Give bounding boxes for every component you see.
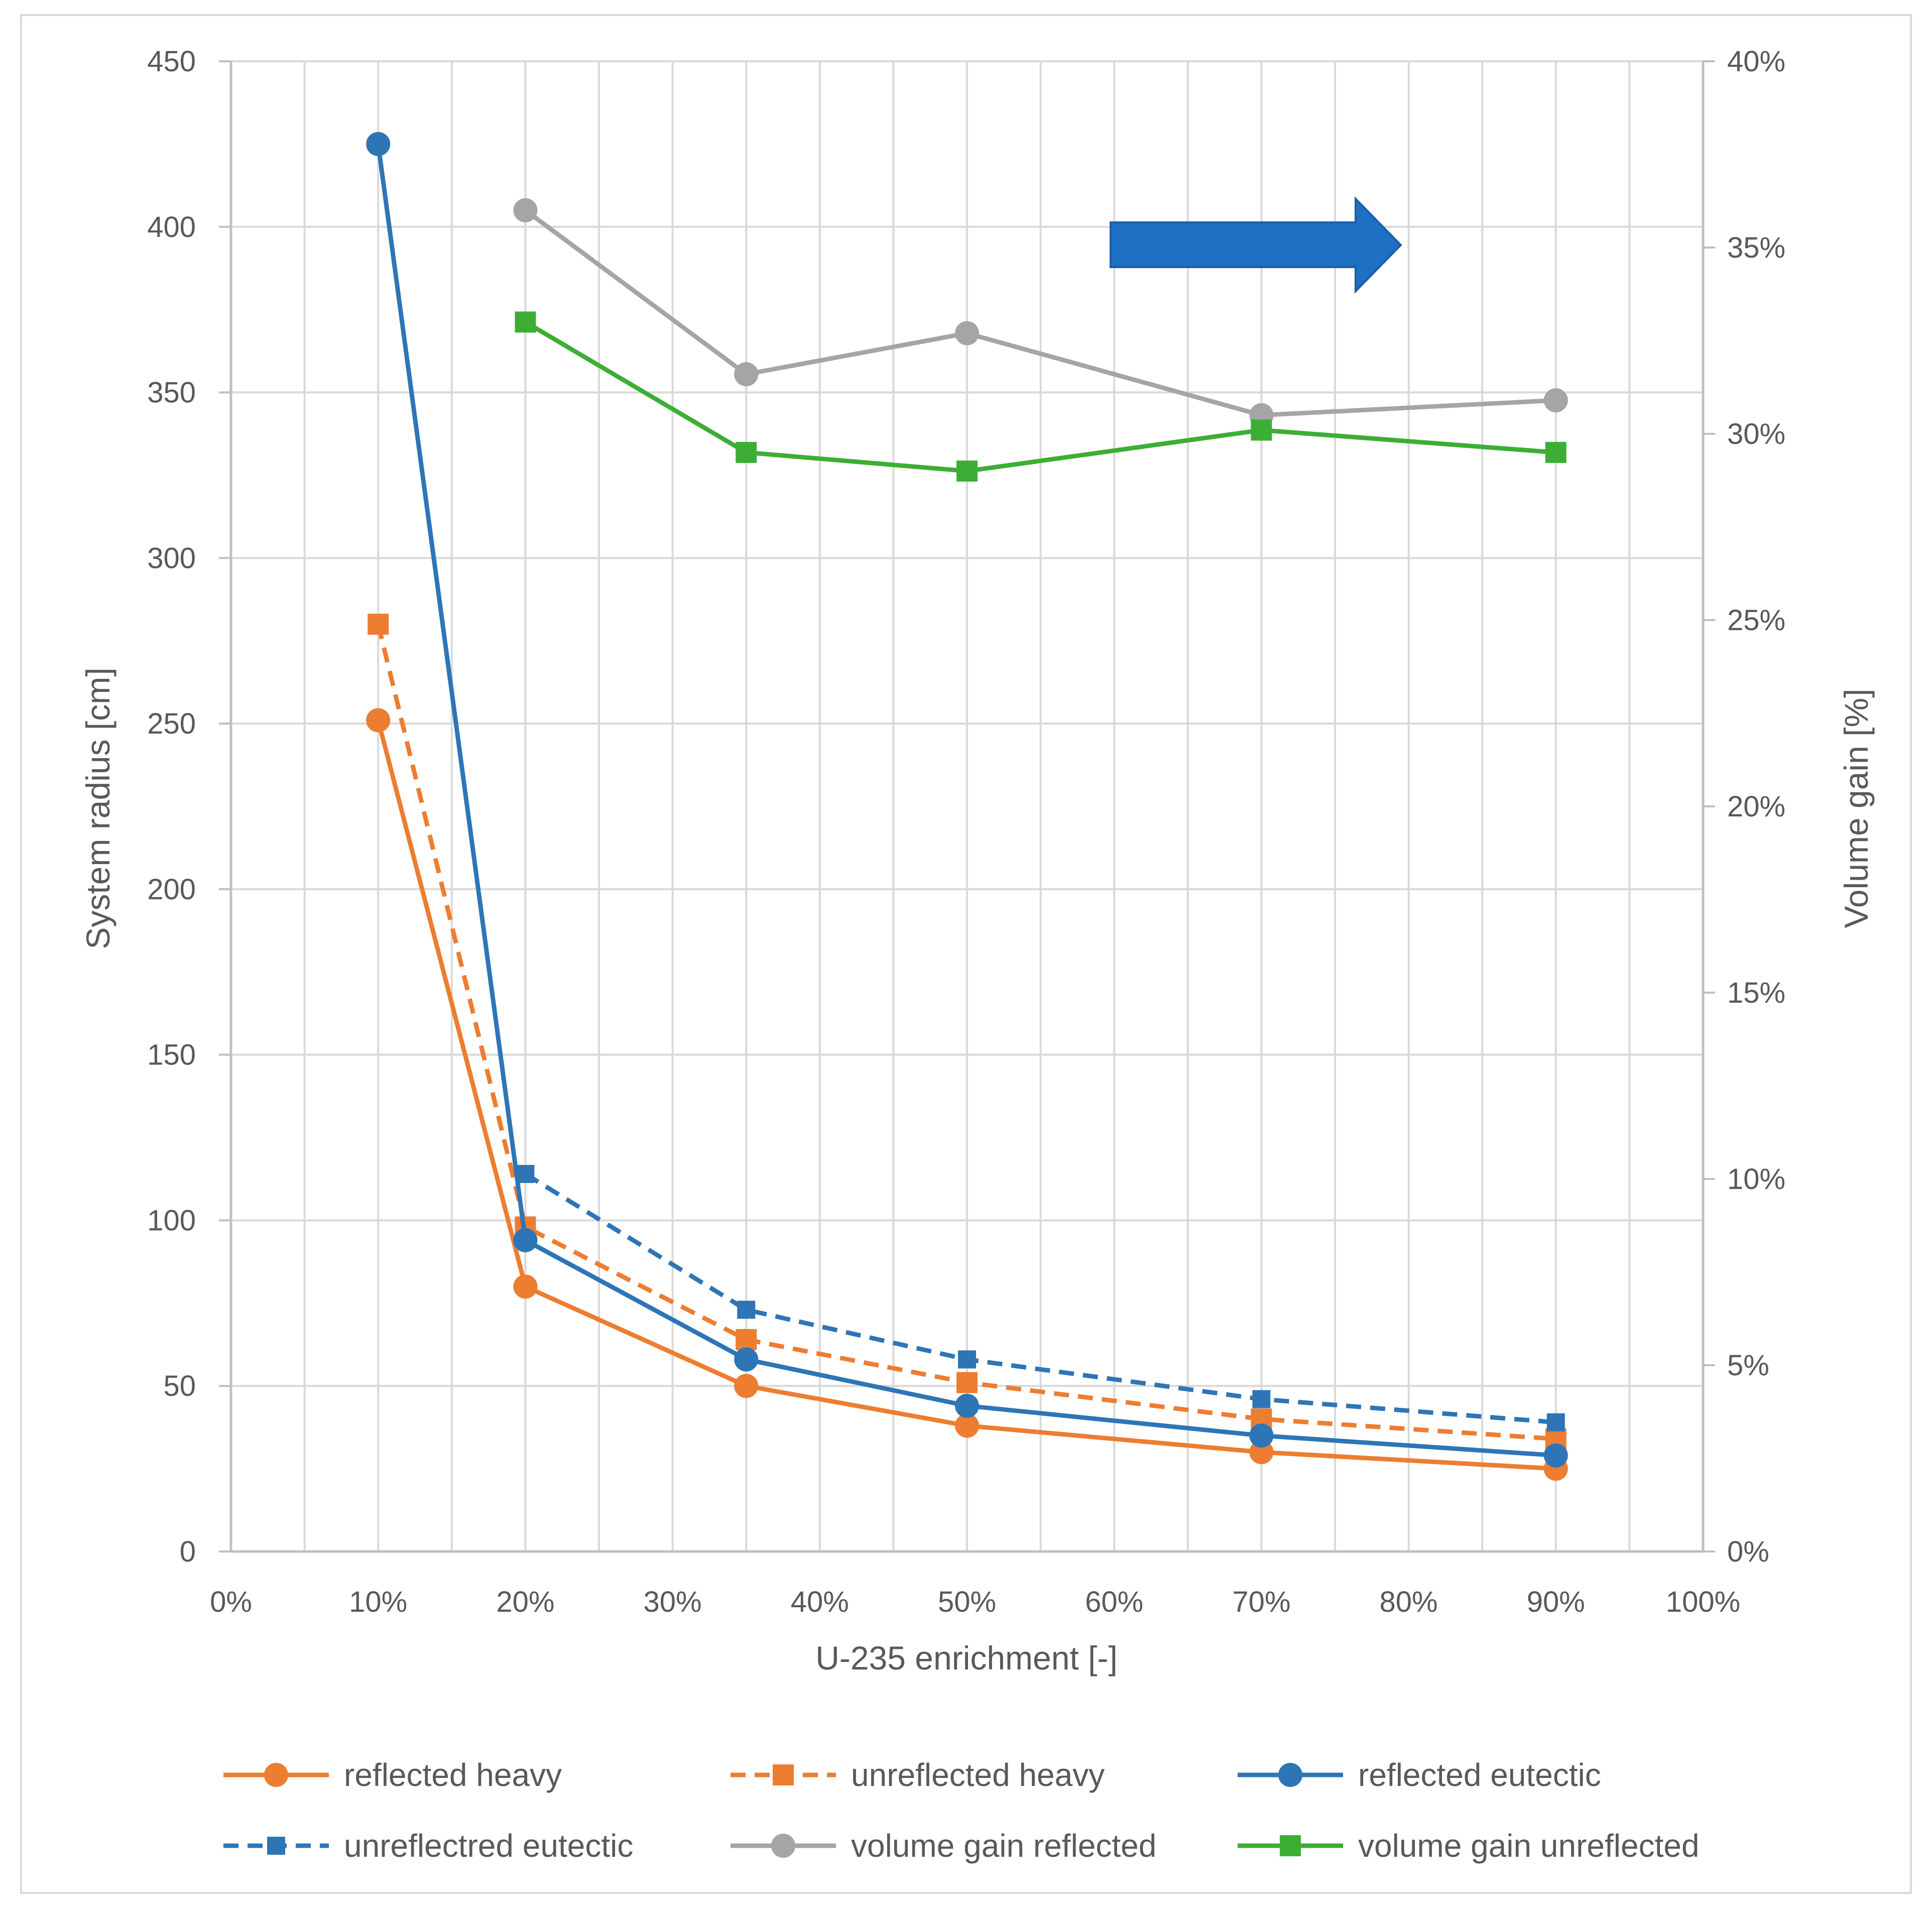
data-point: [734, 1347, 759, 1372]
series-line: [376, 144, 1556, 1458]
data-point: [955, 1393, 979, 1418]
grid-layer: [230, 60, 1704, 1553]
x-axis-title: U-235 enrichment [-]: [815, 1639, 1118, 1677]
data-point: [737, 1300, 756, 1319]
y-tick-label: 350: [147, 377, 196, 409]
data-point: [955, 321, 979, 345]
data-point: [366, 708, 391, 733]
legend-swatch-marker: [773, 1764, 794, 1785]
right-arrow-annotation: [1110, 196, 1402, 294]
series-layer: [366, 132, 1568, 1481]
legend-item: volume gain reflected: [731, 1828, 1156, 1864]
legend-swatch-marker: [1280, 1835, 1301, 1856]
data-point: [516, 1165, 535, 1183]
x-tick-label: 60%: [1085, 1586, 1143, 1618]
annotation-arrow: [1110, 196, 1402, 294]
x-tick-label: 20%: [496, 1586, 554, 1618]
y-tick-label: 100: [147, 1204, 196, 1237]
x-tick-label: 30%: [644, 1586, 702, 1618]
series-unreflected-heavy: [368, 614, 1566, 1450]
data-point: [734, 1374, 759, 1398]
series-volume-gain-reflected: [513, 198, 1568, 427]
data-point: [513, 198, 538, 222]
y-tick-label: 250: [147, 707, 196, 740]
legend-label: volume gain unreflected: [1358, 1828, 1700, 1864]
legend-item: reflected eutectic: [1238, 1757, 1601, 1793]
data-point: [736, 1329, 757, 1350]
series-unreflectred-eutectic: [516, 1165, 1565, 1431]
y-tick-label: 200: [147, 873, 196, 906]
x-tick-label: 0%: [210, 1586, 252, 1618]
y-tick-label: 300: [147, 542, 196, 574]
y2-tick-label: 20%: [1727, 790, 1785, 823]
legend-swatch-marker: [267, 1837, 285, 1855]
data-point: [368, 614, 389, 635]
y2-tick-label: 25%: [1727, 604, 1785, 637]
legend-item: volume gain unreflected: [1238, 1828, 1700, 1864]
legend: reflected heavy unreflected heavy reflecte…: [223, 1757, 1700, 1864]
legend-item: reflected heavy: [223, 1757, 562, 1793]
data-point: [736, 442, 757, 463]
y-tick-label: 150: [147, 1039, 196, 1071]
data-point: [1545, 442, 1566, 463]
series-line: [376, 624, 1556, 1442]
data-point: [956, 460, 978, 482]
data-point: [958, 1350, 976, 1369]
x-tick-label: 10%: [349, 1586, 407, 1618]
series-reflected-eutectic: [366, 132, 1568, 1468]
y2-tick-label: 35%: [1727, 231, 1785, 264]
series-reflected-heavy: [366, 708, 1568, 1481]
y2-axis-title: Volume gain [%]: [1838, 689, 1875, 928]
legend-label: unreflected heavy: [851, 1757, 1105, 1793]
legend-item: unreflectred eutectic: [223, 1828, 633, 1864]
x-tick-label: 90%: [1527, 1586, 1585, 1618]
data-point: [1543, 388, 1568, 413]
legend-label: reflected eutectic: [1358, 1757, 1601, 1793]
legend-label: reflected heavy: [344, 1757, 562, 1793]
y2-tick-label: 30%: [1727, 418, 1785, 450]
data-point: [513, 1228, 538, 1253]
data-point: [956, 1372, 978, 1393]
legend-label: unreflectred eutectic: [344, 1828, 633, 1864]
legend-swatch-marker: [1278, 1763, 1302, 1787]
x-tick-label: 100%: [1666, 1586, 1740, 1618]
legend-swatch-marker: [264, 1763, 288, 1787]
y-axis-title: System radius [cm]: [79, 667, 116, 949]
y2-tick-label: 15%: [1727, 977, 1785, 1009]
label-layer: U-235 enrichment [-] System radius [cm] …: [79, 667, 1875, 1677]
y-tick-label: 450: [147, 45, 196, 78]
data-point: [1543, 1443, 1568, 1468]
series-volume-gain-unreflected: [515, 311, 1566, 482]
legend-item: unreflected heavy: [731, 1757, 1105, 1793]
series-line: [376, 720, 1556, 1471]
y2-tick-label: 5%: [1727, 1349, 1769, 1382]
axis-layer: 0 50 100 150 200 250 300 350 400 450 0% 5% 10% 15% 20%…: [147, 45, 1785, 1618]
x-tick-label: 70%: [1232, 1586, 1290, 1618]
y2-tick-label: 10%: [1727, 1163, 1785, 1196]
data-point: [1251, 419, 1272, 441]
y-tick-label: 50: [163, 1370, 196, 1402]
x-tick-label: 80%: [1380, 1586, 1438, 1618]
legend-label: volume gain reflected: [851, 1828, 1156, 1864]
data-point: [1546, 1413, 1565, 1431]
y2-tick-label: 0%: [1727, 1535, 1769, 1568]
data-point: [1249, 1423, 1274, 1448]
y2-tick-label: 40%: [1727, 45, 1785, 78]
x-tick-label: 50%: [938, 1586, 996, 1618]
data-point: [366, 132, 391, 156]
data-point: [1252, 1390, 1271, 1408]
y-tick-label: 400: [147, 211, 196, 244]
x-tick-label: 40%: [791, 1586, 849, 1618]
data-point: [513, 1274, 538, 1299]
legend-swatch-marker: [771, 1834, 795, 1858]
data-point: [734, 362, 759, 387]
data-point: [515, 311, 536, 333]
y-tick-label: 0: [180, 1535, 196, 1568]
